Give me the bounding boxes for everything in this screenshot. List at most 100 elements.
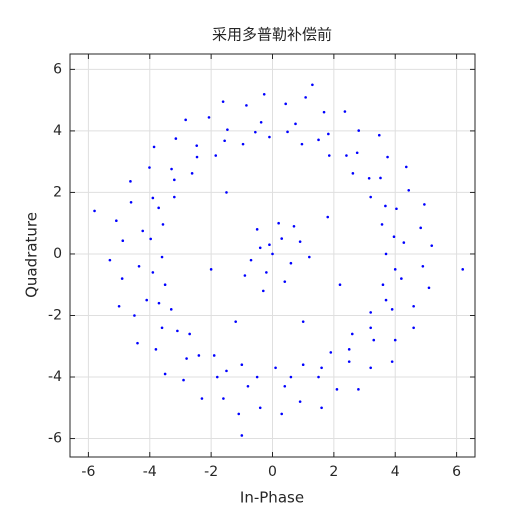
point xyxy=(136,341,139,345)
point xyxy=(280,237,284,240)
point xyxy=(163,283,167,287)
point xyxy=(188,332,191,336)
point xyxy=(292,224,296,228)
point xyxy=(197,354,201,357)
point xyxy=(298,400,302,403)
y-tick-label: 2 xyxy=(53,184,62,200)
point xyxy=(461,268,465,271)
point xyxy=(280,412,284,416)
point xyxy=(145,298,149,302)
point xyxy=(157,206,160,210)
y-tick-label: -2 xyxy=(48,307,62,323)
point xyxy=(237,412,241,416)
point xyxy=(351,172,355,175)
point xyxy=(240,363,244,367)
point xyxy=(380,223,384,226)
point xyxy=(268,243,271,247)
point xyxy=(209,268,213,271)
point xyxy=(243,274,247,277)
point xyxy=(160,326,164,330)
point xyxy=(369,311,372,314)
point xyxy=(184,118,187,122)
point xyxy=(300,142,304,146)
point xyxy=(393,338,397,342)
point xyxy=(195,155,199,159)
point xyxy=(241,142,245,146)
point xyxy=(274,366,277,370)
point xyxy=(430,244,434,247)
point xyxy=(173,195,176,199)
point xyxy=(240,434,244,437)
point xyxy=(152,145,156,149)
point xyxy=(404,165,408,169)
point xyxy=(357,129,361,132)
x-tick-label: 0 xyxy=(268,464,277,480)
point xyxy=(226,128,229,131)
point xyxy=(154,348,158,351)
y-tick-label: 6 xyxy=(53,61,62,77)
point xyxy=(173,178,176,182)
point xyxy=(289,375,293,379)
point xyxy=(421,264,425,268)
point xyxy=(412,326,415,330)
point xyxy=(369,366,372,370)
point xyxy=(317,138,320,142)
point xyxy=(294,122,297,126)
point xyxy=(308,255,311,259)
point xyxy=(129,180,132,183)
point xyxy=(384,298,388,302)
point xyxy=(108,258,112,262)
point xyxy=(174,137,178,140)
y-tick-label: 4 xyxy=(53,123,62,139)
point xyxy=(355,151,359,155)
point xyxy=(255,228,259,231)
point xyxy=(390,360,394,363)
y-tick-label: 0 xyxy=(53,246,62,262)
point xyxy=(277,221,280,225)
point xyxy=(402,241,406,244)
x-tick-label: -2 xyxy=(204,464,218,480)
point xyxy=(169,308,173,311)
point xyxy=(320,406,323,410)
x-tick-label: 2 xyxy=(329,464,338,480)
point xyxy=(268,135,271,139)
point xyxy=(214,154,218,157)
point xyxy=(200,397,204,400)
point xyxy=(117,304,121,308)
point xyxy=(225,191,228,194)
point xyxy=(223,139,226,143)
point xyxy=(369,326,372,330)
point xyxy=(271,252,274,256)
x-tick-label: -6 xyxy=(81,464,95,480)
point xyxy=(115,219,118,223)
y-tick-label: -4 xyxy=(48,369,62,385)
point xyxy=(372,338,376,342)
point xyxy=(317,375,320,379)
point xyxy=(311,83,314,87)
point xyxy=(357,388,360,391)
point xyxy=(284,102,287,106)
point xyxy=(326,215,330,219)
point xyxy=(170,167,173,171)
point xyxy=(347,360,351,363)
point xyxy=(412,304,415,308)
point xyxy=(338,283,342,287)
point xyxy=(369,195,372,199)
point xyxy=(392,235,396,239)
point xyxy=(377,133,381,137)
point xyxy=(423,203,426,206)
point xyxy=(161,223,165,226)
point xyxy=(163,372,167,376)
point xyxy=(390,308,394,311)
point xyxy=(327,132,330,136)
point xyxy=(265,271,268,274)
point xyxy=(207,116,211,119)
point xyxy=(283,384,287,388)
point xyxy=(249,258,253,262)
point xyxy=(258,406,262,410)
point xyxy=(182,378,185,382)
point xyxy=(343,110,347,113)
point xyxy=(320,366,323,370)
point xyxy=(327,154,331,157)
point xyxy=(254,130,257,134)
